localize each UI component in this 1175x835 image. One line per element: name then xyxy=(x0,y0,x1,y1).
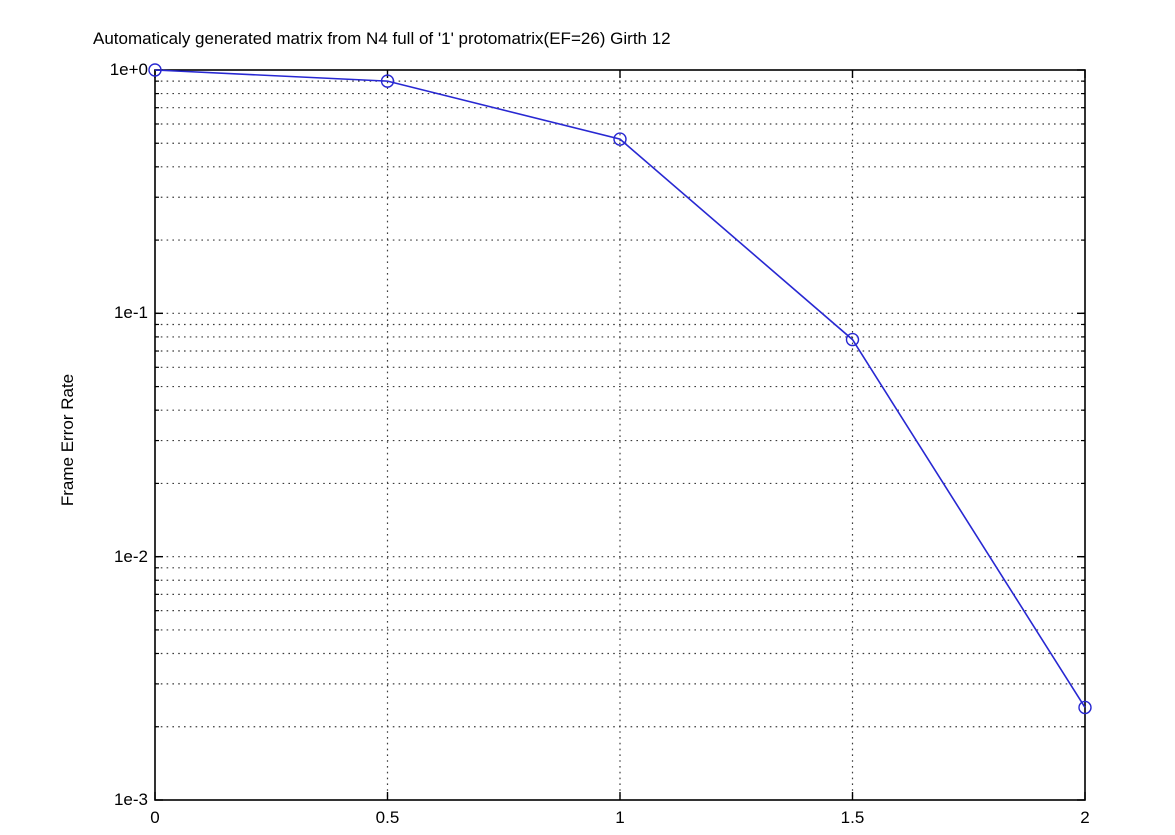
data-line xyxy=(154,69,1086,708)
data-point-marker xyxy=(380,74,395,88)
data-point-marker xyxy=(613,132,627,146)
data-point-marker xyxy=(1078,700,1092,715)
x-tick-label: 0 xyxy=(150,808,160,827)
x-tick-label: 0.5 xyxy=(375,808,400,827)
data-point-marker xyxy=(148,63,162,77)
data-point-marker xyxy=(845,332,860,347)
y-tick-label: 1e-3 xyxy=(113,790,148,809)
axes-frame xyxy=(154,69,1086,801)
chart-title: Automaticaly generated matrix from N4 fu… xyxy=(93,29,671,48)
y-tick-label: 1e-2 xyxy=(113,546,148,566)
y-tick-label: 1e+0 xyxy=(109,60,148,79)
y-tick-label: 1e-1 xyxy=(113,303,148,323)
x-tick-label: 1.5 xyxy=(840,808,865,827)
x-tick-label: 1 xyxy=(615,808,625,827)
x-tick-label: 2 xyxy=(1080,808,1090,827)
